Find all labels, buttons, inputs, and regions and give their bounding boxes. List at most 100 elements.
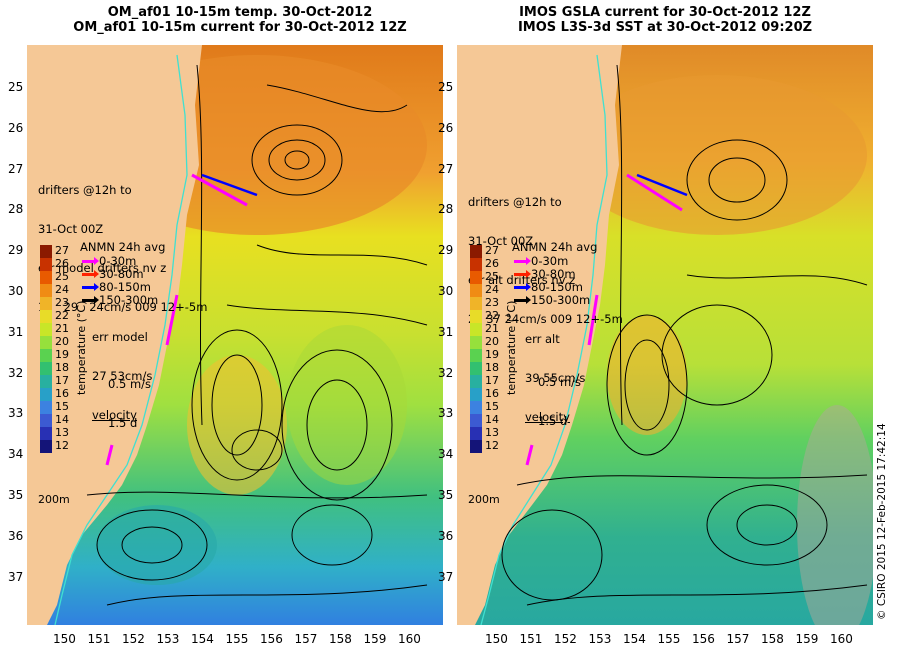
lon-label: 156 [692,632,715,646]
legend-arrow-icon [82,270,99,278]
colorbar-swatch [40,310,52,323]
colorbar-swatch [470,362,482,375]
colorbar-swatch [40,297,52,310]
colorbar-tick: 26 [485,257,499,270]
colorbar-swatch [40,375,52,388]
lat-label: 35 [438,488,454,502]
colorbar-tick: 18 [55,361,69,374]
right-err-text: err alt 39 55cm/s velocity [525,332,586,424]
colorbar-swatch [470,297,482,310]
colorbar-tick: 13 [485,426,499,439]
colorbar-swatch [40,440,52,453]
legend-arrow-icon [514,296,531,304]
lon-label: 153 [156,632,180,646]
legend-arrow-icon [514,283,531,291]
colorbar-tick: 26 [55,257,69,270]
colorbar-tick: 25 [55,270,69,283]
lat-label: 28 [438,202,454,217]
left-land [27,45,202,625]
lat-label: 35 [8,488,24,502]
lat-label: 27 [438,161,454,176]
lon-label: 152 [122,632,145,646]
colorbar-swatch [40,336,52,349]
right-isobath-label: 200m [468,493,500,506]
lat-label: 36 [8,528,24,543]
colorbar-swatch [470,414,482,427]
lon-label: 153 [588,632,612,646]
lon-label: 157 [294,632,318,646]
colorbar-swatch [40,245,52,258]
colorbar-tick: 25 [485,270,499,283]
legend-item-label: 0-30m [99,254,137,268]
lat-label: 32 [438,365,454,380]
left-sst-field [27,45,443,625]
legend-arrow-icon [82,296,99,304]
colorbar-swatch [40,414,52,427]
colorbar-swatch [470,336,482,349]
colorbar-swatch [40,258,52,271]
colorbar-swatch [470,284,482,297]
colorbar-swatch [470,349,482,362]
colorbar-tick: 23 [485,296,499,309]
lat-label: 37 [438,569,454,584]
right-land [457,45,622,625]
right-isobath-line [480,54,608,625]
colorbar-swatch [470,427,482,440]
colorbar-tick: 16 [485,387,499,400]
colorbar-swatch [40,362,52,375]
colorbar-tick: 24 [485,283,499,296]
legend-item: 0-30m [514,254,568,268]
colorbar-swatch [40,271,52,284]
legend-item: 30-80m [514,267,576,281]
legend-arrow-icon [514,257,531,265]
colorbar-swatch [470,323,482,336]
legend-item: 80-150m [82,280,151,294]
colorbar-tick: 24 [55,283,69,296]
legend-item-label: 80-150m [531,280,583,294]
lat-label: 28 [8,202,24,217]
legend-item: 150-300m [514,293,590,307]
colorbar-swatch [470,375,482,388]
colorbar-tick: 27 [55,244,69,257]
lat-label: 33 [438,406,454,421]
colorbar-tick: 12 [55,439,69,452]
lat-label: 29 [8,243,24,258]
colorbar-swatch [470,310,482,323]
lat-label: 31 [438,324,454,339]
legend-item: 150-300m [82,293,158,307]
lat-label: 26 [438,120,454,135]
lon-label: 155 [657,632,681,646]
legend-arrow-icon [82,257,99,265]
right-title-line2: IMOS L3S-3d SST at 30-Oct-2012 09:20Z [517,20,813,35]
left-isobath-line [54,54,188,625]
lat-label: 26 [8,120,24,135]
right-sst-field [457,45,873,625]
lon-label: 156 [260,632,283,646]
lat-label: 25 [8,80,24,94]
lon-label: 157 [726,632,750,646]
lat-label: 32 [8,365,24,380]
colorbar-tick: 20 [485,335,499,348]
colorbar-swatch [40,388,52,401]
lat-label: 37 [8,569,24,584]
colorbar-tick: 19 [485,348,499,361]
lat-label: 25 [438,80,454,94]
colorbar-tick: 18 [485,361,499,374]
copyright-text: © CSIRO 2015 12-Feb-2015 17:42:14 [876,423,888,620]
lat-label: 31 [8,324,24,339]
colorbar-swatch [40,284,52,297]
legend-item-label: 150-300m [531,293,591,307]
lat-label: 33 [8,406,24,421]
right-title-line1: IMOS GSLA current for 30-Oct-2012 12Z [519,5,811,20]
lat-label: 34 [8,447,24,462]
lat-label: 34 [438,447,454,462]
lon-label: 159 [795,632,819,646]
legend-item-label: 80-150m [99,280,151,294]
colorbar-tick: 13 [55,426,69,439]
legend-item: 0-30m [82,254,136,268]
legend-arrow-icon [514,270,531,278]
colorbar-label: temperature (°C) [505,300,518,395]
colorbar-tick: 14 [485,413,499,426]
lon-label: 151 [519,632,543,646]
legend-item: 80-150m [514,280,583,294]
